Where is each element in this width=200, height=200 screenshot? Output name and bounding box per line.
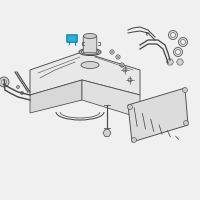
Circle shape xyxy=(179,38,188,46)
Circle shape xyxy=(21,92,24,95)
Polygon shape xyxy=(103,130,111,136)
Circle shape xyxy=(111,51,113,53)
Circle shape xyxy=(168,30,178,40)
Ellipse shape xyxy=(84,33,96,38)
Circle shape xyxy=(110,50,114,54)
Polygon shape xyxy=(166,59,174,65)
Polygon shape xyxy=(128,88,188,142)
Circle shape xyxy=(132,138,136,142)
FancyBboxPatch shape xyxy=(83,36,97,53)
Polygon shape xyxy=(30,80,82,113)
Polygon shape xyxy=(30,52,140,95)
Polygon shape xyxy=(177,59,184,65)
Circle shape xyxy=(117,56,119,58)
Circle shape xyxy=(116,55,120,59)
Circle shape xyxy=(128,104,132,110)
Ellipse shape xyxy=(79,48,101,55)
Circle shape xyxy=(184,120,188,126)
Polygon shape xyxy=(82,80,140,118)
Circle shape xyxy=(0,77,9,87)
Circle shape xyxy=(182,88,188,92)
Circle shape xyxy=(123,68,127,72)
Circle shape xyxy=(174,47,182,56)
Circle shape xyxy=(176,49,180,54)
Circle shape xyxy=(170,32,176,38)
FancyBboxPatch shape xyxy=(67,35,77,42)
Circle shape xyxy=(16,86,20,88)
Circle shape xyxy=(120,63,124,67)
Circle shape xyxy=(128,78,132,82)
Circle shape xyxy=(180,40,186,45)
Ellipse shape xyxy=(81,62,99,68)
Circle shape xyxy=(121,64,123,66)
Circle shape xyxy=(2,79,6,84)
